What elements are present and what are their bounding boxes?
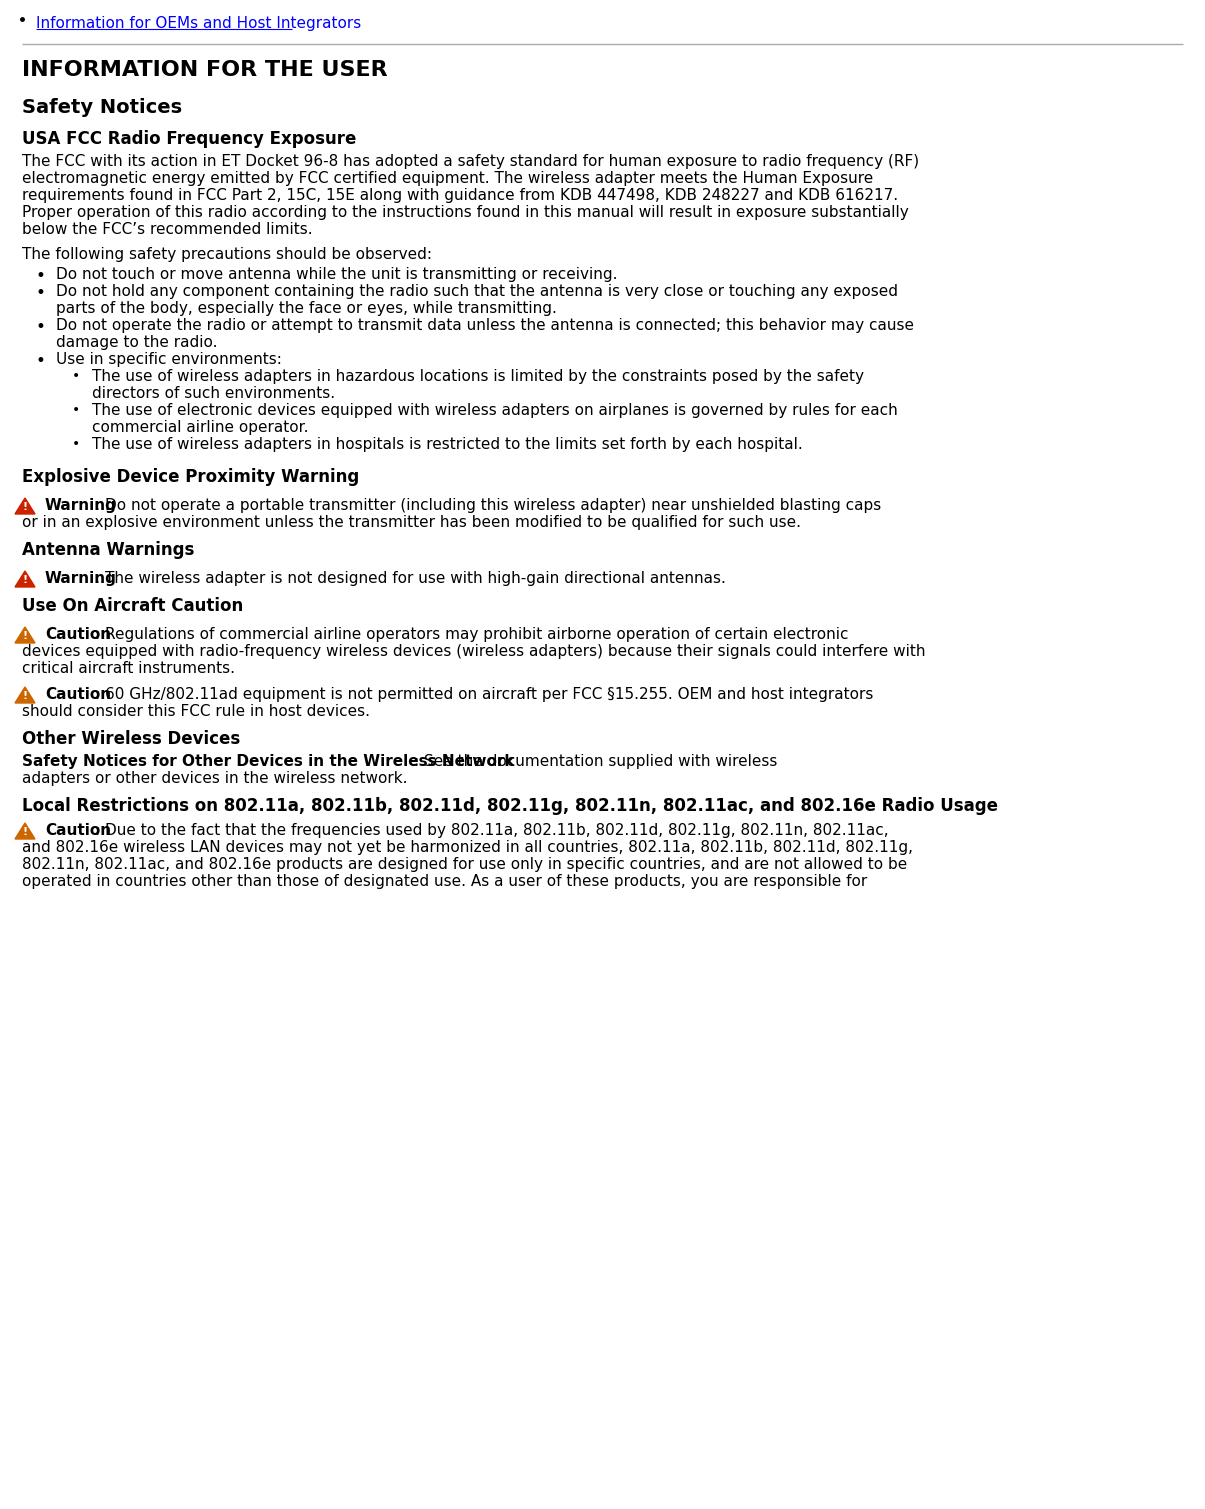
Text: •: •: [72, 370, 80, 383]
Text: Warning: Warning: [45, 498, 117, 513]
Text: Explosive Device Proximity Warning: Explosive Device Proximity Warning: [22, 468, 359, 486]
Text: The FCC with its action in ET Docket 96-8 has adopted a safety standard for huma: The FCC with its action in ET Docket 96-…: [22, 154, 919, 169]
Text: The following safety precautions should be observed:: The following safety precautions should …: [22, 247, 433, 263]
Text: Other Wireless Devices: Other Wireless Devices: [22, 730, 240, 748]
Text: !: !: [23, 502, 28, 512]
Text: Safety Notices: Safety Notices: [22, 98, 182, 118]
Text: !: !: [23, 631, 28, 641]
Text: : See the documentation supplied with wireless: : See the documentation supplied with wi…: [415, 754, 777, 770]
Text: should consider this FCC rule in host devices.: should consider this FCC rule in host de…: [22, 705, 370, 718]
Text: operated in countries other than those of designated use. As a user of these pro: operated in countries other than those o…: [22, 874, 868, 889]
Text: : Regulations of commercial airline operators may prohibit airborne operation of: : Regulations of commercial airline oper…: [95, 628, 848, 641]
Text: : Due to the fact that the frequencies used by 802.11a, 802.11b, 802.11d, 802.11: : Due to the fact that the frequencies u…: [95, 822, 888, 837]
Text: !: !: [23, 827, 28, 837]
Text: Do not hold any component containing the radio such that the antenna is very clo: Do not hold any component containing the…: [55, 284, 898, 299]
Text: •: •: [35, 267, 45, 285]
Text: parts of the body, especially the face or eyes, while transmitting.: parts of the body, especially the face o…: [55, 300, 557, 315]
Text: Caution: Caution: [45, 687, 111, 702]
Text: !: !: [23, 575, 28, 585]
Polygon shape: [14, 570, 35, 587]
Polygon shape: [14, 822, 35, 839]
Text: or in an explosive environment unless the transmitter has been modified to be qu: or in an explosive environment unless th…: [22, 515, 801, 530]
Text: The use of wireless adapters in hospitals is restricted to the limits set forth : The use of wireless adapters in hospital…: [92, 438, 803, 453]
Text: critical aircraft instruments.: critical aircraft instruments.: [22, 661, 235, 676]
Text: Do not operate the radio or attempt to transmit data unless the antenna is conne: Do not operate the radio or attempt to t…: [55, 318, 915, 333]
Text: devices equipped with radio-frequency wireless devices (wireless adapters) becau: devices equipped with radio-frequency wi…: [22, 644, 925, 659]
Text: : 60 GHz/802.11ad equipment is not permitted on aircraft per FCC §15.255. OEM an: : 60 GHz/802.11ad equipment is not permi…: [95, 687, 874, 702]
Text: •: •: [72, 403, 80, 416]
Text: Use in specific environments:: Use in specific environments:: [55, 352, 282, 367]
Text: damage to the radio.: damage to the radio.: [55, 335, 217, 350]
Text: The use of wireless adapters in hazardous locations is limited by the constraint: The use of wireless adapters in hazardou…: [92, 370, 864, 383]
Text: !: !: [23, 691, 28, 702]
Text: Caution: Caution: [45, 628, 111, 641]
Text: below the FCC’s recommended limits.: below the FCC’s recommended limits.: [22, 222, 312, 237]
Text: Antenna Warnings: Antenna Warnings: [22, 542, 194, 558]
Text: •: •: [35, 284, 45, 302]
Text: Caution: Caution: [45, 822, 111, 837]
Text: INFORMATION FOR THE USER: INFORMATION FOR THE USER: [22, 60, 388, 80]
Text: and 802.16e wireless LAN devices may not yet be harmonized in all countries, 802: and 802.16e wireless LAN devices may not…: [22, 841, 913, 856]
Text: directors of such environments.: directors of such environments.: [92, 386, 335, 401]
Text: Information for OEMs and Host Integrators: Information for OEMs and Host Integrator…: [36, 17, 362, 32]
Polygon shape: [14, 498, 35, 515]
Text: USA FCC Radio Frequency Exposure: USA FCC Radio Frequency Exposure: [22, 130, 357, 148]
Text: requirements found in FCC Part 2, 15C, 15E along with guidance from KDB 447498, : requirements found in FCC Part 2, 15C, 1…: [22, 189, 898, 204]
Text: commercial airline operator.: commercial airline operator.: [92, 420, 308, 435]
Text: : Do not operate a portable transmitter (including this wireless adapter) near u: : Do not operate a portable transmitter …: [95, 498, 881, 513]
Text: •: •: [35, 318, 45, 337]
Text: Local Restrictions on 802.11a, 802.11b, 802.11d, 802.11g, 802.11n, 802.11ac, and: Local Restrictions on 802.11a, 802.11b, …: [22, 797, 998, 815]
Text: The use of electronic devices equipped with wireless adapters on airplanes is go: The use of electronic devices equipped w…: [92, 403, 898, 418]
Text: 802.11n, 802.11ac, and 802.16e products are designed for use only in specific co: 802.11n, 802.11ac, and 802.16e products …: [22, 857, 907, 872]
Text: adapters or other devices in the wireless network.: adapters or other devices in the wireles…: [22, 771, 407, 786]
Text: Safety Notices for Other Devices in the Wireless Network: Safety Notices for Other Devices in the …: [22, 754, 515, 770]
Polygon shape: [14, 628, 35, 643]
Text: : The wireless adapter is not designed for use with high-gain directional antenn: : The wireless adapter is not designed f…: [95, 570, 725, 585]
Polygon shape: [14, 687, 35, 703]
Text: •: •: [35, 352, 45, 370]
Text: Use On Aircraft Caution: Use On Aircraft Caution: [22, 598, 243, 616]
Text: Proper operation of this radio according to the instructions found in this manua: Proper operation of this radio according…: [22, 205, 909, 220]
Text: Warning: Warning: [45, 570, 117, 585]
Text: Do not touch or move antenna while the unit is transmitting or receiving.: Do not touch or move antenna while the u…: [55, 267, 617, 282]
Text: electromagnetic energy emitted by FCC certified equipment. The wireless adapter : electromagnetic energy emitted by FCC ce…: [22, 171, 874, 186]
Text: •: •: [72, 438, 80, 451]
